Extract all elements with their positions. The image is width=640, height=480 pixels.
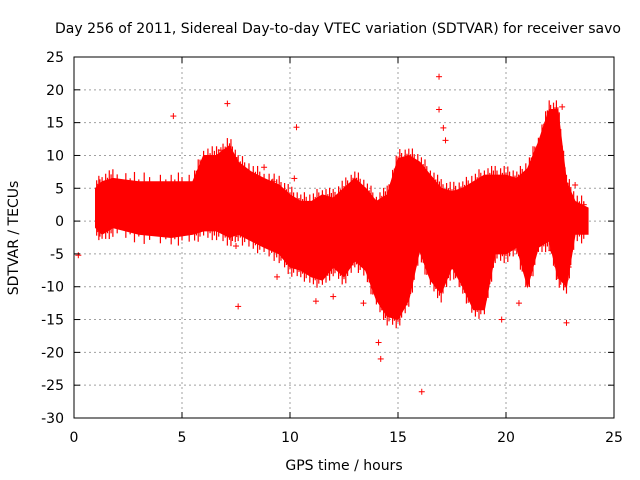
outlier-point [224,100,231,107]
outlier-point [572,181,579,188]
outlier-point [580,201,587,208]
outlier-point [274,273,281,280]
x-tick-label: 15 [389,430,407,446]
x-tick-label: 10 [281,430,299,446]
outlier-point [436,73,443,80]
y-axis-label: SDTVAR / TECUs [6,181,22,296]
x-tick-label: 20 [497,430,515,446]
outlier-point [515,300,522,307]
y-tick-label: 20 [46,83,64,99]
y-tick-label: -30 [41,411,64,427]
outlier-point [440,124,447,131]
outlier-point [330,293,337,300]
y-tick-label: 15 [46,116,64,132]
outlier-point [565,264,572,271]
axes: 0 5 10 15 20 25 -30 -25 -20 -15 -10 -5 0 5 10 15 20 25 [41,50,623,446]
x-axis-label: GPS time / hours [285,458,402,474]
y-tick-label: -20 [41,345,64,361]
outlier-point [269,178,276,185]
outlier-point [442,137,449,144]
outlier-point [436,106,443,113]
outlier-point [293,124,300,131]
outlier-point [559,103,566,110]
outlier-point [418,388,425,395]
y-tick-label: 5 [55,181,64,197]
y-tick-label: 25 [46,50,64,66]
outlier-point [360,300,367,307]
outlier-point [75,252,82,259]
outlier-point [377,355,384,362]
outlier-point [375,339,382,346]
outlier-point [235,303,242,310]
outlier-point [217,147,224,154]
y-tick-label: -25 [41,378,64,394]
plot-frame [73,56,615,419]
chart-title: Day 256 of 2011, Sidereal Day-to-day VTE… [55,21,621,37]
outlier-point [563,319,570,326]
outlier-point [312,298,319,305]
y-tick-label: -10 [41,280,64,296]
outlier-point [548,247,555,254]
outlier-point [535,178,542,185]
x-tick-label: 25 [605,430,623,446]
outlier-point [170,113,177,120]
x-tick-label: 5 [178,430,187,446]
outlier-point [498,316,505,323]
y-tick-label: -5 [50,247,64,263]
outlier-point [291,175,298,182]
y-tick-label: 0 [55,214,64,230]
x-tick-label: 0 [70,430,79,446]
outlier-point [261,164,268,171]
y-tick-label: 10 [46,148,64,164]
outlier-point [233,243,239,250]
data-layer [75,73,589,395]
y-tick-label: -15 [41,313,64,329]
